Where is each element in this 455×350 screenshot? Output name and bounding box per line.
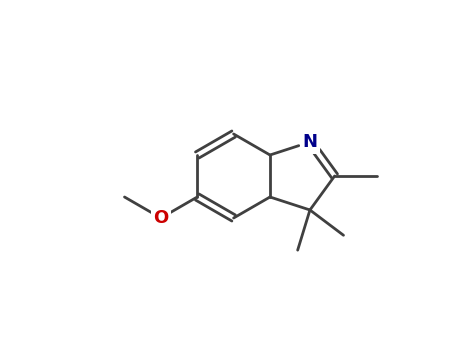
Text: N: N — [303, 133, 318, 151]
Text: O: O — [153, 209, 168, 227]
